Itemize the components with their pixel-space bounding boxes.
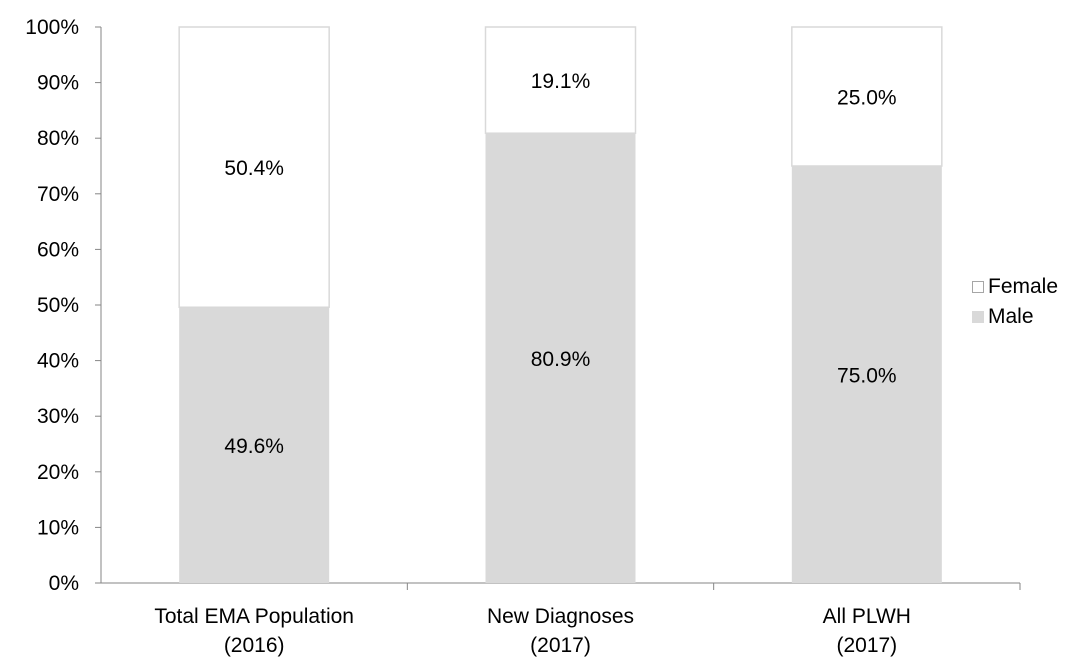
axes: 0% 10% 20% 30% 40% 50% 60% 70% 80% 90% 100% Total E…	[25, 16, 1021, 657]
y-tick-label: 10%	[37, 516, 79, 539]
y-tick-label: 30%	[37, 405, 79, 428]
legend-swatch-male	[972, 311, 984, 323]
data-label-male: 80.9%	[531, 348, 591, 371]
bar-male	[485, 133, 636, 584]
bars	[178, 26, 943, 584]
x-tick-label: New Diagnoses (2017)	[487, 605, 634, 657]
bar-male	[179, 307, 330, 583]
bar-female	[484, 26, 637, 134]
y-tick-label: 20%	[37, 461, 79, 484]
y-tick-label: 0%	[49, 572, 79, 595]
data-label-male: 75.0%	[837, 365, 897, 388]
legend: Female Male	[972, 272, 1058, 332]
data-labels: 49.6% 50.4% 80.9% 19.1% 75.0% 25.0%	[224, 70, 896, 458]
y-tick-label: 80%	[37, 127, 79, 150]
legend-swatch-female	[972, 281, 984, 293]
data-label-female: 50.4%	[224, 157, 284, 180]
x-tick-label: Total EMA Population (2016)	[154, 605, 354, 657]
legend-label-male: Male	[988, 305, 1034, 328]
data-label-male: 49.6%	[224, 435, 284, 458]
y-tick-label: 90%	[37, 72, 79, 95]
x-tick-label: All PLWH (2017)	[823, 605, 911, 657]
y-tick-label: 50%	[37, 294, 79, 317]
bar-male	[791, 166, 942, 583]
data-label-female: 25.0%	[837, 87, 897, 110]
y-tick-label: 40%	[37, 350, 79, 373]
bar-female	[178, 26, 330, 308]
data-label-female: 19.1%	[531, 70, 591, 93]
legend-item-female: Female	[972, 272, 1058, 302]
y-tick-label: 60%	[37, 238, 79, 261]
bar-female	[791, 26, 943, 167]
y-tick-label: 100%	[25, 16, 79, 39]
legend-item-male: Male	[972, 302, 1058, 332]
y-tick-label: 70%	[37, 183, 79, 206]
legend-label-female: Female	[988, 275, 1059, 298]
